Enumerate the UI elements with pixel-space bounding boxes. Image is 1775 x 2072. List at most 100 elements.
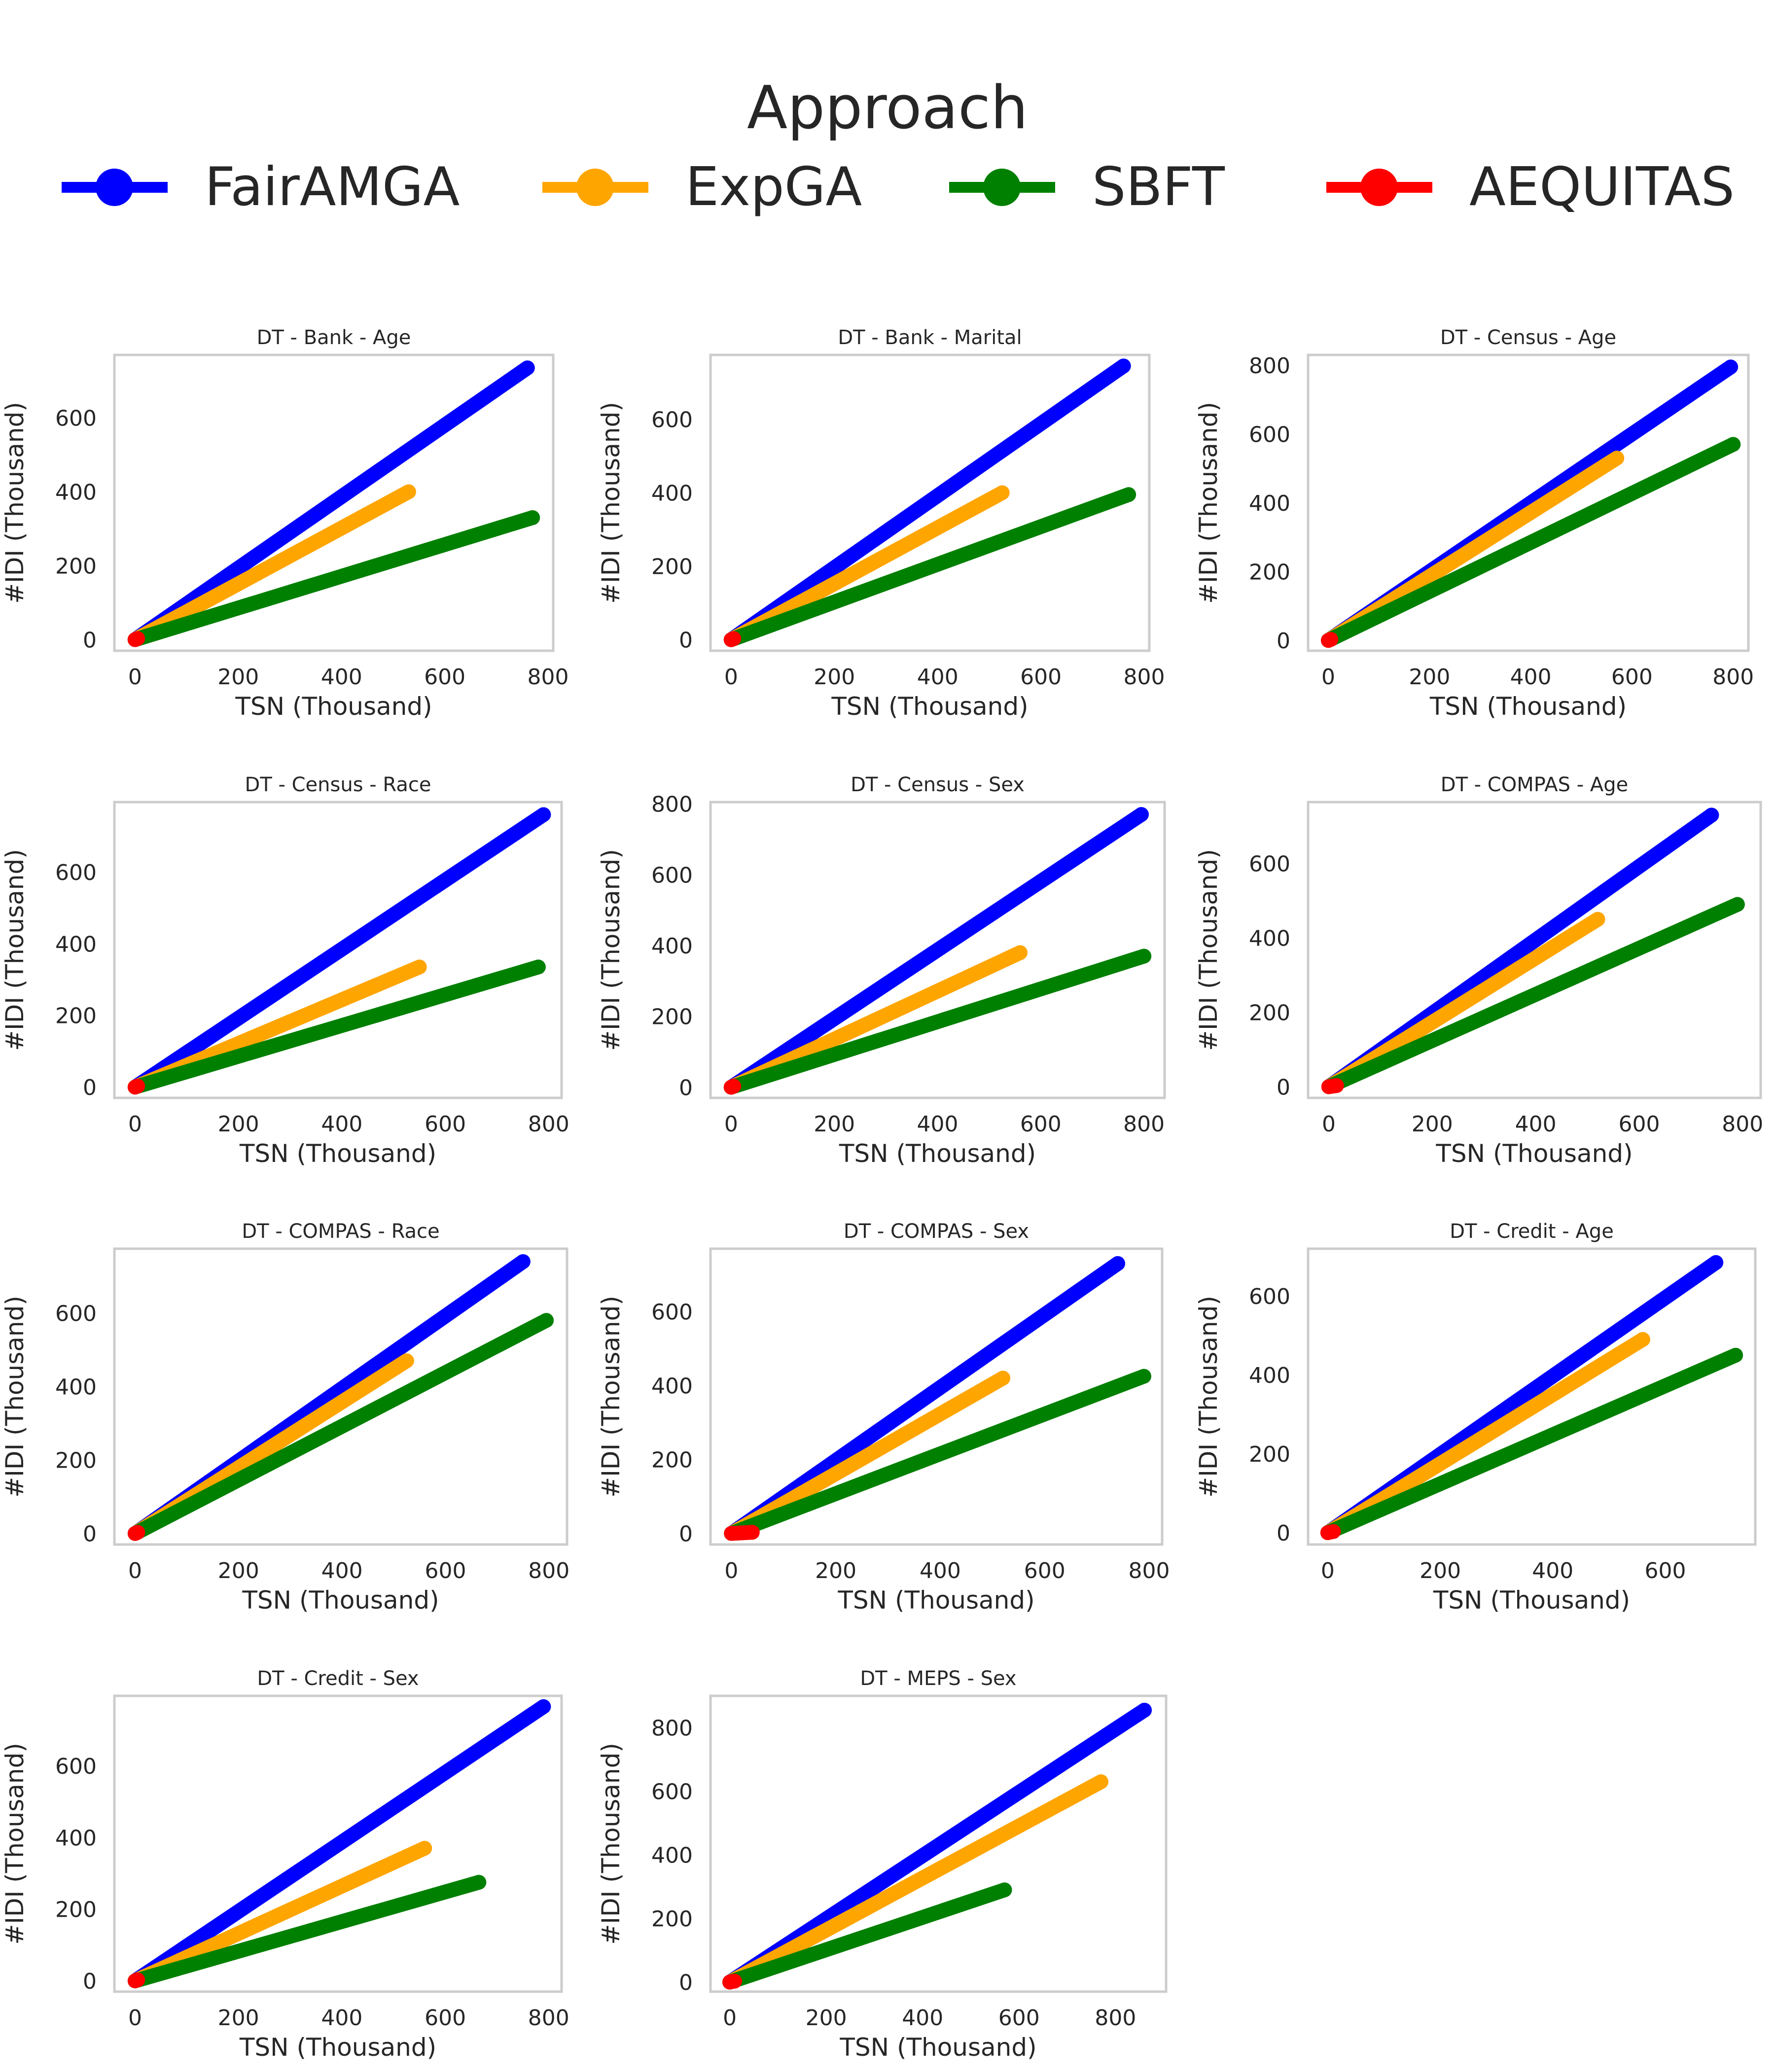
chart-title: DT - Census - Age — [1440, 326, 1616, 349]
series-point-sbft — [531, 959, 546, 975]
series-line-expga — [127, 484, 416, 647]
x-tick-label: 200 — [1409, 665, 1450, 690]
x-tick-label: 400 — [1532, 1558, 1573, 1583]
x-tick-label: 800 — [528, 665, 569, 690]
y-tick-label: 400 — [651, 934, 693, 959]
series-line-sbft — [722, 1882, 1012, 1990]
y-tick-label: 600 — [651, 863, 693, 888]
subplot-dt-bank-marital: DT - Bank - Marital 0 200 400 600 800 0 200 400 6… — [597, 326, 1165, 721]
y-tick-label: 400 — [1249, 491, 1290, 516]
series-line-fairamga — [127, 360, 535, 647]
chart-title: DT - Credit - Age — [1450, 1220, 1614, 1243]
y-tick-label: 400 — [651, 1374, 693, 1399]
y-axis-label: #IDI (Thousand) — [0, 849, 29, 1051]
y-tick-label: 0 — [83, 1969, 97, 1994]
series-point-fairamga — [1116, 358, 1131, 374]
series-point-aequitas — [1323, 632, 1339, 647]
x-tick-label: 0 — [1322, 1112, 1336, 1137]
series-line-sbft — [1320, 1348, 1743, 1540]
series-point-sbft — [539, 1313, 554, 1328]
subplot-dt-compas-sex: DT - COMPAS - Sex 0 200 400 600 800 0 200 400 600… — [597, 1220, 1170, 1615]
x-tick-label: 400 — [920, 1558, 961, 1583]
subplot-dt-compas-race: DT - COMPAS - Race 0 200 400 600 800 0 200 400 60… — [0, 1220, 569, 1615]
y-tick-label: 200 — [651, 1907, 693, 1932]
x-axis-label: TSN (Thousand) — [1433, 1586, 1630, 1615]
series-point-fairamga — [1137, 1703, 1152, 1718]
chart-title: DT - COMPAS - Age — [1441, 773, 1629, 796]
x-tick-label: 400 — [1515, 1112, 1557, 1137]
series-point-aequitas — [726, 631, 742, 646]
series-point-expga — [1590, 912, 1605, 927]
series-point-expga — [399, 1353, 414, 1369]
y-tick-label: 600 — [1249, 852, 1290, 877]
series-point-aequitas — [130, 1079, 145, 1093]
series-point-sbft — [525, 510, 540, 525]
x-axis-label: TSN (Thousand) — [239, 2033, 436, 2062]
series-point-fairamga — [515, 1254, 531, 1269]
y-tick-label: 0 — [679, 1970, 693, 1996]
series-line-fairamga — [723, 358, 1131, 647]
y-axis-label: #IDI (Thousand) — [1194, 849, 1223, 1051]
subplot-dt-census-sex: DT - Census - Sex 0 200 400 600 800 0 200 400 600… — [597, 773, 1166, 1168]
subplot-dt-compas-age: DT - COMPAS - Age 0 200 400 600 800 0 200 400 600… — [1194, 773, 1763, 1168]
series-point-aequitas — [726, 1079, 742, 1094]
x-tick-label: 400 — [321, 2005, 362, 2031]
y-tick-label: 200 — [1249, 560, 1290, 585]
x-tick-label: 0 — [128, 1558, 142, 1583]
series-line-expga — [724, 1370, 1011, 1541]
x-tick-label: 200 — [217, 665, 259, 690]
x-tick-label: 800 — [528, 1558, 569, 1583]
y-tick-label: 0 — [1277, 1521, 1290, 1546]
legend-swatch-sbft — [949, 169, 1055, 206]
x-tick-label: 600 — [1618, 1112, 1660, 1137]
x-tick-label: 200 — [815, 1558, 856, 1583]
x-tick-label: 800 — [528, 2005, 569, 2031]
x-tick-label: 0 — [724, 665, 738, 690]
x-tick-label: 800 — [1712, 665, 1754, 690]
series-point-fairamga — [1704, 808, 1719, 823]
y-tick-label: 200 — [651, 1005, 693, 1030]
subplot-dt-credit-sex: DT - Credit - Sex 0 200 400 600 800 0 200 400 600… — [0, 1667, 569, 2062]
x-tick-label: 800 — [1124, 665, 1165, 690]
series-line-sbft — [723, 948, 1152, 1095]
chart-title: DT - COMPAS - Race — [242, 1220, 439, 1243]
chart-title: DT - Census - Race — [245, 773, 431, 796]
series-point-fairamga — [1723, 359, 1739, 375]
chart-title: DT - Bank - Marital — [838, 326, 1022, 349]
y-tick-label: 200 — [55, 1004, 97, 1029]
chart-title: DT - COMPAS - Sex — [844, 1220, 1029, 1243]
y-tick-label: 400 — [55, 1375, 97, 1400]
y-tick-label: 200 — [651, 555, 693, 580]
x-tick-label: 0 — [724, 1558, 738, 1583]
series-point-sbft — [1730, 897, 1745, 912]
x-tick-label: 800 — [1129, 1558, 1170, 1583]
series-point-aequitas — [745, 1525, 760, 1540]
x-tick-label: 0 — [128, 2005, 142, 2031]
x-tick-label: 0 — [723, 2005, 737, 2031]
legend-label-sbft: SBFT — [1092, 156, 1225, 218]
y-axis-label: #IDI (Thousand) — [597, 1743, 625, 1944]
series-point-aequitas — [724, 1526, 739, 1541]
y-tick-label: 400 — [55, 932, 97, 957]
y-axis-label: #IDI (Thousand) — [597, 402, 625, 603]
x-axis-label: TSN (Thousand) — [1435, 1139, 1633, 1168]
y-tick-label: 400 — [651, 481, 693, 506]
x-tick-label: 800 — [1722, 1112, 1763, 1137]
x-tick-label: 400 — [321, 1112, 362, 1137]
series-line-sbft — [1321, 897, 1745, 1094]
x-tick-label: 200 — [814, 665, 855, 690]
series-line-expga — [723, 485, 1010, 647]
series-point-expga — [1635, 1332, 1650, 1347]
y-tick-label: 600 — [651, 1300, 693, 1325]
y-tick-label: 0 — [679, 628, 693, 653]
y-axis-label: #IDI (Thousand) — [0, 402, 29, 603]
subplot-dt-meps-sex: DT - MEPS - Sex 0 200 400 600 800 0 200 400 600 80… — [597, 1667, 1168, 2062]
x-axis-label: TSN (Thousand) — [837, 1586, 1034, 1615]
series-point-aequitas — [130, 631, 145, 646]
legend-swatch-fairamga — [62, 169, 168, 206]
x-tick-label: 0 — [1321, 665, 1335, 690]
x-tick-label: 200 — [1420, 1558, 1461, 1583]
x-tick-label: 600 — [1020, 1112, 1062, 1137]
